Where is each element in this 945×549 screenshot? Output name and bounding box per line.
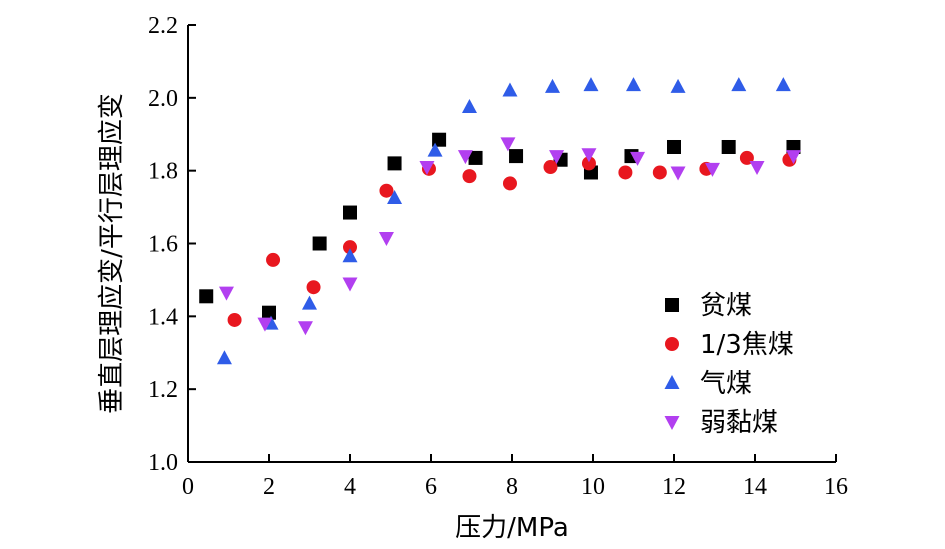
y-tick-label: 1.6 (148, 232, 178, 258)
data-point (302, 295, 317, 310)
data-point (670, 78, 686, 93)
series-1 (199, 132, 801, 320)
data-point (545, 78, 560, 93)
data-point (387, 189, 403, 204)
data-point (342, 248, 358, 263)
x-tick-label: 2 (263, 474, 275, 500)
data-point (502, 82, 518, 97)
x-tick-label: 10 (581, 474, 605, 500)
data-point (342, 277, 358, 292)
data-point (343, 240, 357, 255)
y-tick-label: 1.4 (148, 304, 178, 330)
y-tick-label: 1.2 (148, 377, 178, 403)
data-point (227, 312, 242, 327)
data-point (785, 150, 801, 165)
legend-marker (665, 298, 679, 312)
x-tick-label: 8 (506, 474, 518, 500)
data-point (468, 150, 483, 165)
data-point (583, 77, 599, 92)
data-point (704, 162, 720, 177)
data-point (500, 137, 516, 152)
data-point (626, 77, 641, 92)
data-point (549, 150, 565, 165)
data-point (432, 132, 447, 147)
data-point (502, 176, 517, 191)
data-point (257, 317, 273, 332)
data-point (667, 139, 681, 154)
data-point (461, 98, 477, 113)
data-point (581, 156, 596, 171)
data-point (216, 350, 232, 365)
data-point (266, 252, 281, 267)
data-point (379, 183, 394, 198)
legend-marker (665, 337, 679, 351)
data-point (199, 289, 214, 304)
x-tick-label: 16 (824, 474, 848, 500)
data-point (543, 160, 558, 175)
data-point (419, 161, 435, 176)
data-point (509, 149, 524, 164)
data-point (618, 165, 633, 180)
legend-marker (664, 375, 680, 389)
legend-item: 气煤 (664, 369, 752, 399)
data-point (262, 305, 276, 320)
x-tick-label: 14 (743, 474, 767, 500)
data-point (581, 148, 597, 163)
data-points (199, 77, 801, 365)
legend-label: 1/3焦煤 (700, 330, 794, 360)
data-point (749, 161, 765, 176)
data-point (652, 165, 667, 180)
legend-label: 弱黏煤 (700, 408, 778, 438)
x-axis-title: 压力/MPa (455, 513, 569, 543)
y-tick-label: 2.0 (148, 86, 178, 112)
data-point (378, 232, 394, 247)
data-point (297, 321, 313, 336)
legend-label: 贫煤 (700, 291, 752, 321)
data-point (387, 156, 402, 171)
data-point (775, 77, 791, 92)
x-tick-label: 6 (425, 474, 437, 500)
x-tick-label: 4 (344, 474, 356, 500)
legend-item: 弱黏煤 (664, 408, 778, 438)
x-axis-ticks: 0 2 4 6 8 10 12 14 16 (182, 454, 848, 500)
y-tick-label: 2.2 (148, 13, 178, 39)
x-tick-label: 12 (662, 474, 686, 500)
legend-item: 1/3焦煤 (665, 330, 794, 360)
y-axis-ticks: 1.0 1.2 1.4 1.6 1.8 2.0 2.2 (148, 13, 196, 476)
data-point (462, 169, 477, 184)
series-2 (227, 150, 797, 327)
y-tick-label: 1.0 (148, 450, 178, 476)
legend-marker (664, 416, 680, 430)
data-point (218, 286, 234, 301)
data-point (731, 77, 747, 92)
data-point (721, 139, 736, 154)
y-axis-title: 垂直层理应变/平行层理应变 (97, 93, 127, 414)
data-point (457, 150, 473, 165)
legend-label: 气煤 (700, 369, 752, 399)
data-point (343, 205, 357, 220)
data-point (670, 166, 686, 181)
series-4 (218, 137, 801, 336)
data-point (306, 280, 321, 295)
data-point (312, 236, 327, 251)
data-point (630, 151, 646, 166)
y-tick-label: 1.8 (148, 159, 178, 185)
x-tick-label: 0 (182, 474, 194, 500)
legend-item: 贫煤 (665, 291, 752, 321)
data-point (427, 142, 443, 157)
series-3 (216, 77, 791, 365)
